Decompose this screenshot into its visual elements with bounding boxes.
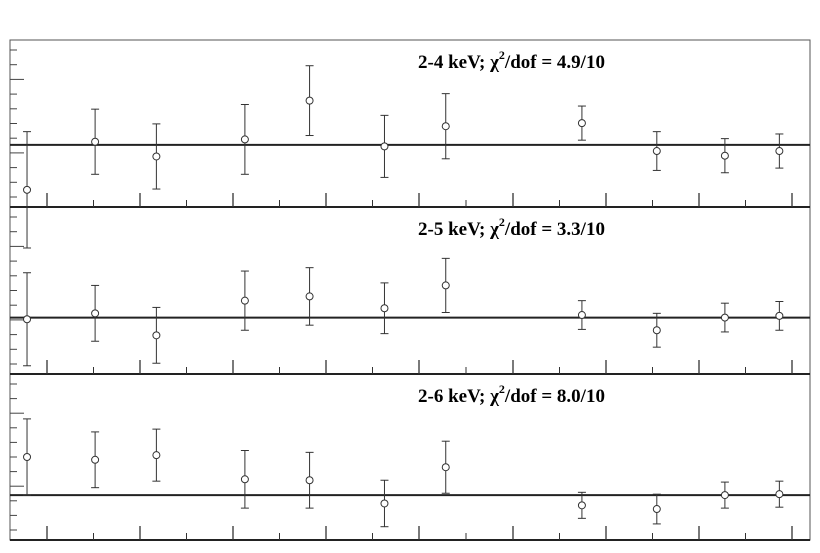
- panel-2-title: 2-5 keV; χ2/dof = 3.3/10: [418, 215, 605, 240]
- marker: [720, 313, 729, 322]
- data-point: [152, 306, 161, 364]
- data-point: [240, 449, 249, 509]
- marker: [91, 455, 100, 464]
- marker: [240, 135, 249, 144]
- data-point: [23, 131, 32, 249]
- marker: [305, 292, 314, 301]
- data-point: [720, 138, 729, 174]
- data-point: [305, 65, 314, 137]
- data-point: [240, 103, 249, 175]
- marker: [720, 491, 729, 500]
- data-point: [152, 428, 161, 482]
- panel-2: [10, 216, 810, 374]
- data-point: [91, 284, 100, 342]
- data-point: [380, 282, 389, 335]
- data-point: [577, 300, 586, 330]
- marker: [720, 151, 729, 160]
- data-point: [305, 451, 314, 509]
- panel-3: [10, 383, 810, 540]
- data-point: [305, 267, 314, 326]
- data-point: [775, 133, 784, 169]
- marker: [305, 96, 314, 105]
- marker: [240, 296, 249, 305]
- plot-frame: [9, 39, 811, 541]
- marker: [23, 185, 32, 194]
- data-point: [152, 123, 161, 190]
- marker: [652, 326, 661, 335]
- marker: [441, 281, 450, 290]
- chart-marks: [10, 49, 810, 540]
- marker: [380, 142, 389, 151]
- marker: [152, 152, 161, 161]
- data-point: [441, 257, 450, 313]
- marker: [652, 505, 661, 514]
- data-point: [441, 440, 450, 494]
- data-point: [91, 431, 100, 489]
- frame-border: [9, 39, 811, 541]
- data-point: [775, 300, 784, 331]
- data-point: [720, 302, 729, 333]
- data-point: [240, 270, 249, 331]
- marker: [152, 331, 161, 340]
- data-point: [652, 312, 661, 348]
- marker: [23, 315, 32, 324]
- marker: [91, 137, 100, 146]
- marker: [652, 147, 661, 156]
- marker: [380, 499, 389, 508]
- data-point: [441, 93, 450, 160]
- marker: [577, 501, 586, 510]
- data-point: [577, 491, 586, 519]
- marker: [380, 304, 389, 313]
- panel-3-title: 2-6 keV; χ2/dof = 8.0/10: [418, 382, 605, 407]
- data-point: [720, 481, 729, 509]
- marker: [305, 476, 314, 485]
- data-point: [380, 114, 389, 178]
- data-point: [577, 105, 586, 141]
- marker: [240, 475, 249, 484]
- marker: [91, 309, 100, 318]
- marker: [441, 463, 450, 472]
- data-point: [775, 480, 784, 508]
- marker: [441, 122, 450, 131]
- marker: [577, 119, 586, 128]
- marker: [775, 147, 784, 156]
- data-point: [652, 131, 661, 171]
- marker: [775, 490, 784, 499]
- panel-1-title: 2-4 keV; χ2/dof = 4.9/10: [418, 48, 605, 73]
- marker: [775, 311, 784, 320]
- panel-1: [10, 49, 810, 249]
- marker: [23, 453, 32, 461]
- data-point: [652, 493, 661, 525]
- data-point: [91, 108, 100, 175]
- data-point: [23, 272, 32, 367]
- data-point: [23, 418, 32, 496]
- marker: [152, 451, 161, 460]
- data-point: [380, 479, 389, 528]
- marker: [577, 311, 586, 320]
